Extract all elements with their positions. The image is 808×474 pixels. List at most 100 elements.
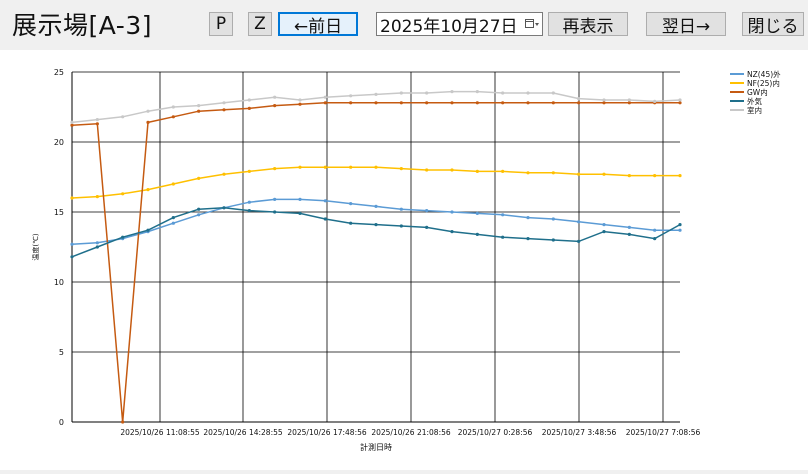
data-point bbox=[602, 230, 606, 234]
data-point bbox=[627, 174, 631, 178]
data-point bbox=[374, 101, 378, 105]
data-point bbox=[247, 98, 251, 102]
data-point bbox=[171, 115, 175, 119]
x-tick-label: 2025/10/26 21:08:56 bbox=[371, 428, 451, 437]
y-tick-label: 15 bbox=[54, 208, 64, 217]
data-point bbox=[197, 104, 201, 108]
data-point bbox=[70, 120, 74, 124]
data-point bbox=[627, 98, 631, 102]
data-point bbox=[323, 101, 327, 105]
data-point bbox=[146, 120, 150, 124]
data-point bbox=[475, 232, 479, 236]
page-title: 展示場[A-3] bbox=[12, 11, 152, 40]
data-point bbox=[95, 241, 99, 245]
toolbar: 展示場[A-3] P Z ←前日 2025年10月27日 再表示 翌日→ 閉じる bbox=[0, 0, 808, 50]
data-point bbox=[121, 235, 125, 239]
p-button[interactable]: P bbox=[209, 12, 233, 36]
data-point bbox=[678, 174, 682, 178]
legend-entry: NF(25)内 bbox=[747, 78, 780, 88]
data-point bbox=[222, 108, 226, 112]
data-point bbox=[551, 171, 555, 175]
data-point bbox=[146, 188, 150, 192]
data-point bbox=[95, 122, 99, 126]
data-point bbox=[298, 102, 302, 106]
data-point bbox=[323, 199, 327, 203]
data-point bbox=[121, 192, 125, 196]
data-point bbox=[551, 238, 555, 242]
data-point bbox=[298, 197, 302, 201]
data-point bbox=[450, 230, 454, 234]
data-point bbox=[450, 168, 454, 172]
data-point bbox=[121, 115, 125, 119]
legend-entry: NZ(45)外 bbox=[747, 69, 781, 79]
x-tick-label: 2025/10/26 11:08:55 bbox=[120, 428, 200, 437]
close-button[interactable]: 閉じる bbox=[742, 12, 804, 37]
legend-entry: 室内 bbox=[747, 105, 762, 115]
x-tick-label: 2025/10/27 0:28:56 bbox=[458, 428, 533, 437]
data-point bbox=[298, 165, 302, 169]
data-point bbox=[247, 209, 251, 213]
data-point bbox=[526, 101, 530, 105]
series-line bbox=[71, 207, 681, 258]
data-point bbox=[526, 91, 530, 95]
calendar-dropdown-icon[interactable] bbox=[525, 17, 539, 31]
data-point bbox=[577, 97, 581, 101]
data-point bbox=[425, 101, 429, 105]
data-point bbox=[425, 168, 429, 172]
next-day-button[interactable]: 翌日→ bbox=[646, 12, 726, 37]
data-point bbox=[95, 195, 99, 199]
y-tick-label: 10 bbox=[54, 278, 64, 287]
data-point bbox=[425, 209, 429, 213]
data-point bbox=[273, 104, 277, 108]
data-point bbox=[349, 101, 353, 105]
series-line bbox=[71, 166, 680, 199]
data-point bbox=[678, 223, 682, 227]
data-point bbox=[146, 228, 150, 232]
prev-day-button[interactable]: ←前日 bbox=[278, 12, 358, 37]
data-point bbox=[475, 211, 479, 215]
data-point bbox=[323, 165, 327, 169]
data-point bbox=[475, 169, 479, 173]
data-point bbox=[222, 206, 226, 210]
x-tick-label: 2025/10/27 3:48:56 bbox=[542, 428, 617, 437]
data-point bbox=[273, 210, 277, 214]
refresh-button[interactable]: 再表示 bbox=[548, 12, 628, 37]
data-point bbox=[197, 207, 201, 211]
data-point bbox=[247, 200, 251, 204]
data-point bbox=[374, 165, 378, 169]
data-point bbox=[602, 172, 606, 176]
data-point bbox=[349, 221, 353, 225]
data-point bbox=[70, 255, 74, 259]
data-point bbox=[627, 101, 631, 105]
date-value: 2025年10月27日 bbox=[380, 16, 518, 37]
data-point bbox=[627, 225, 631, 229]
data-point bbox=[349, 165, 353, 169]
data-point bbox=[70, 242, 74, 246]
data-point bbox=[222, 172, 226, 176]
data-point bbox=[653, 228, 657, 232]
data-point bbox=[602, 98, 606, 102]
data-point bbox=[501, 235, 505, 239]
data-point bbox=[501, 169, 505, 173]
data-point bbox=[653, 174, 657, 178]
data-point bbox=[247, 106, 251, 110]
data-point bbox=[399, 224, 403, 228]
data-point bbox=[450, 90, 454, 94]
date-picker[interactable]: 2025年10月27日 bbox=[376, 12, 543, 37]
data-point bbox=[323, 95, 327, 99]
data-point bbox=[197, 213, 201, 217]
data-point bbox=[95, 245, 99, 249]
series-line bbox=[71, 90, 681, 124]
data-point bbox=[273, 197, 277, 201]
x-axis-label: 計測日時 bbox=[360, 442, 392, 452]
data-point bbox=[425, 225, 429, 229]
data-point bbox=[526, 237, 530, 241]
z-button[interactable]: Z bbox=[248, 12, 272, 36]
data-point bbox=[678, 98, 682, 102]
y-tick-label: 25 bbox=[54, 68, 64, 77]
data-point bbox=[95, 118, 99, 122]
data-point bbox=[349, 202, 353, 206]
data-point bbox=[374, 223, 378, 227]
data-point bbox=[577, 239, 581, 243]
data-point bbox=[121, 420, 125, 424]
